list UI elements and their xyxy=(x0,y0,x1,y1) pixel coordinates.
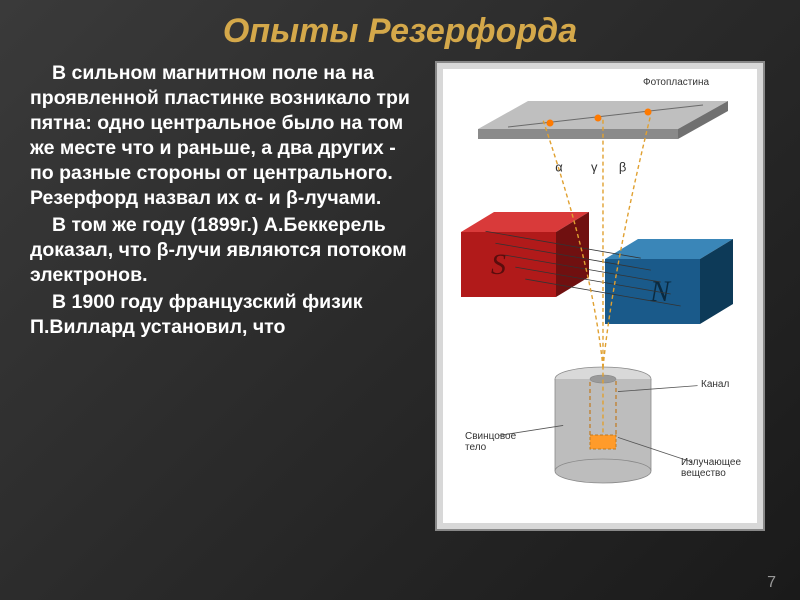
source-label: Излучающее вещество xyxy=(681,457,751,479)
slide-title: Опыты Резерфорда xyxy=(30,12,770,51)
magnet-north-icon: N xyxy=(605,239,733,329)
diagram: Фотопластина S N xyxy=(443,69,757,523)
channel-label: Канал xyxy=(701,379,729,390)
text-column: В сильном магнитном поле на на проявленн… xyxy=(30,61,420,531)
diagram-column: Фотопластина S N xyxy=(435,61,770,531)
gamma-label: γ xyxy=(591,160,598,175)
alpha-label: α xyxy=(555,160,563,175)
cylinder-icon xyxy=(553,365,653,485)
body-label: Свинцовое тело xyxy=(465,431,535,453)
magnet-south-letter: S xyxy=(491,248,506,281)
photo-plate-icon xyxy=(478,89,728,151)
content-row: В сильном магнитном поле на на проявленн… xyxy=(30,61,770,531)
diagram-frame: Фотопластина S N xyxy=(435,61,765,531)
magnet-north-letter: N xyxy=(649,275,672,308)
beta-label: β xyxy=(619,160,626,175)
plate-label: Фотопластина xyxy=(643,77,709,88)
magnet-south-icon: S xyxy=(461,212,589,302)
paragraph-3: В 1900 году французский физик П.Виллард … xyxy=(30,290,420,340)
page-number: 7 xyxy=(767,574,776,592)
paragraph-1: В сильном магнитном поле на на проявленн… xyxy=(30,61,420,211)
paragraph-2: В том же году (1899г.) А.Беккерель доказ… xyxy=(30,213,420,288)
